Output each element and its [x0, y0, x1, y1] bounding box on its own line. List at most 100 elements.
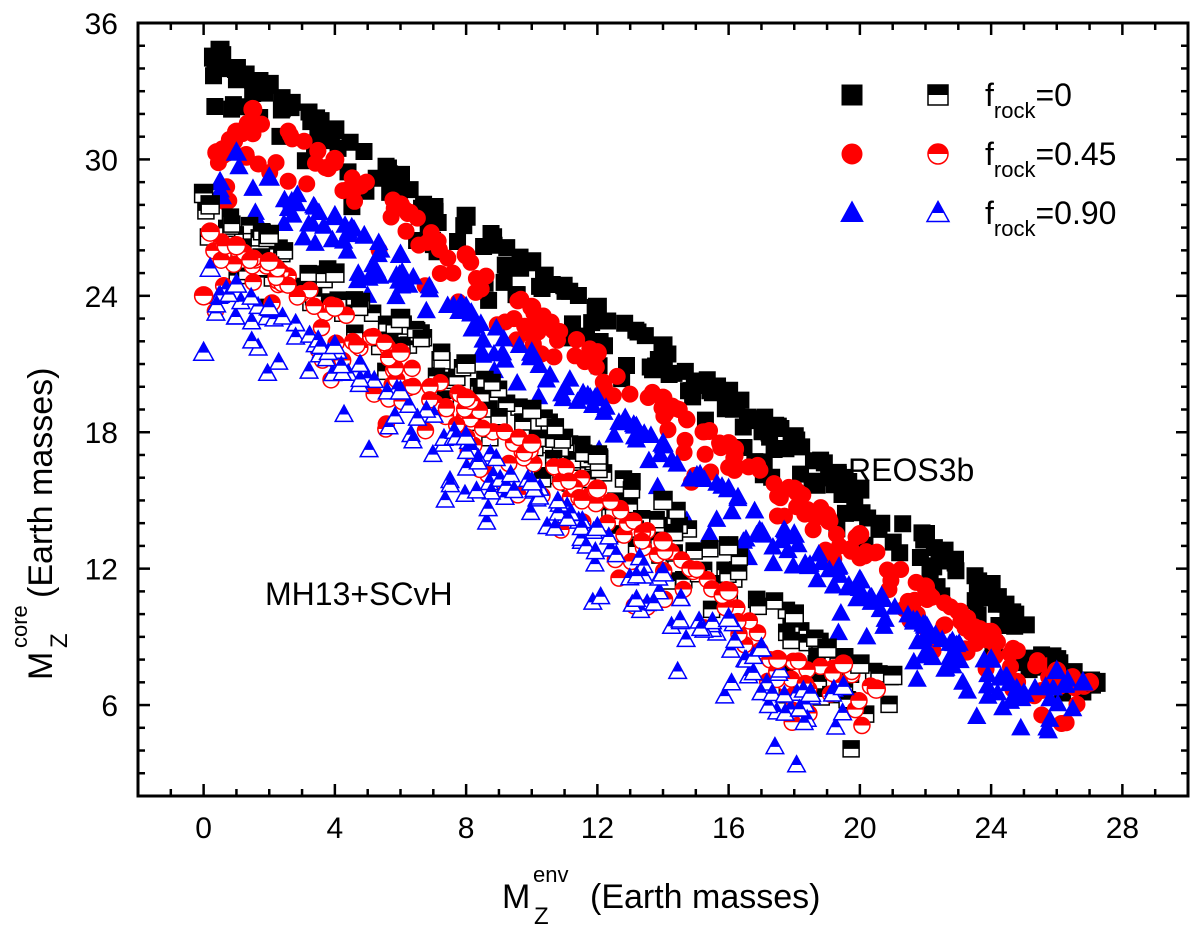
data-point: [1025, 677, 1045, 696]
x-axis-ticks: 0 4 8 12 16 20 24 28: [136, 23, 1190, 845]
legend-marker-half: [925, 199, 951, 223]
x-axis-label-sub: Z: [534, 903, 549, 930]
data-point: [882, 572, 900, 589]
data-point: [823, 575, 844, 594]
data-point: [775, 702, 796, 721]
data-point: [676, 628, 697, 648]
data-point: [521, 433, 542, 454]
data-point: [1063, 698, 1083, 717]
data-point: [1013, 682, 1035, 702]
data-point: [398, 394, 419, 414]
data-point: [225, 141, 248, 161]
data-point: [350, 368, 371, 388]
data-point: [403, 359, 421, 378]
data-point: [571, 516, 592, 536]
data-point: [842, 740, 860, 758]
data-point: [521, 341, 543, 361]
x-axis-label-main: M: [502, 878, 530, 916]
data-point: [495, 350, 515, 368]
data-point: [333, 403, 355, 423]
data-point: [226, 122, 246, 142]
data-point: [652, 432, 674, 452]
data-point: [850, 654, 870, 674]
x-axis-label-sup: env: [533, 862, 568, 887]
data-point: [555, 377, 575, 396]
data-point: [421, 378, 439, 396]
data-point: [285, 326, 306, 345]
data-point: [485, 228, 503, 246]
data-point: [503, 479, 525, 499]
data-point: [486, 447, 507, 467]
data-point: [850, 525, 870, 545]
legend-label: frock=0: [985, 77, 1072, 123]
data-point: [490, 407, 508, 426]
data-point: [494, 328, 514, 347]
data-point: [456, 440, 477, 460]
data-point: [722, 501, 742, 520]
data-point: [733, 531, 754, 549]
data-point: [719, 434, 739, 454]
legend-label: frock=0.45: [985, 136, 1116, 182]
data-point: [677, 410, 695, 428]
data-point: [604, 425, 624, 443]
data-point: [721, 672, 742, 691]
data-point: [223, 100, 241, 118]
data-point: [794, 711, 815, 731]
data-point: [690, 617, 711, 637]
x-tick-label: 8: [458, 812, 475, 845]
data-point: [363, 254, 383, 273]
data-point: [257, 362, 278, 382]
x-tick-label: 0: [195, 812, 212, 845]
data-point: [507, 372, 527, 391]
data-point: [324, 204, 346, 225]
data-point: [744, 500, 765, 519]
data-point: [439, 249, 457, 267]
data-point: [702, 611, 723, 630]
data-point: [667, 454, 687, 472]
data-point: [295, 132, 313, 150]
data-point: [226, 58, 246, 78]
data-point: [431, 265, 449, 282]
legend-marker-full: [841, 84, 863, 106]
data-point: [729, 562, 748, 581]
data-point: [786, 754, 807, 773]
data-point: [416, 399, 437, 418]
data-point: [520, 501, 541, 521]
data-markers: [192, 40, 1106, 703]
data-point: [471, 341, 492, 359]
data-point: [241, 311, 262, 330]
data-point: [818, 506, 836, 523]
data-point: [775, 507, 793, 525]
data-point: [587, 445, 608, 465]
data-point: [390, 308, 411, 329]
data-point: [422, 443, 443, 463]
data-point: [916, 525, 935, 545]
data-point: [1037, 717, 1057, 736]
data-point: [734, 418, 752, 436]
data-point: [828, 557, 849, 575]
data-point: [981, 575, 1001, 595]
data-point: [947, 562, 965, 580]
data-point: [444, 264, 462, 282]
data-point: [1004, 639, 1022, 657]
data-point: [397, 222, 415, 240]
data-point: [391, 165, 410, 185]
y-axis-label-sup: core: [7, 605, 32, 648]
data-point: [608, 367, 626, 385]
data-point: [625, 512, 643, 530]
data-point: [358, 439, 380, 458]
data-point: [981, 622, 1001, 642]
data-point: [586, 386, 609, 407]
data-point: [778, 540, 798, 559]
data-point: [1072, 670, 1094, 691]
data-point: [483, 373, 501, 392]
data-point: [921, 557, 939, 575]
data-point: [587, 479, 608, 499]
data-point: [653, 336, 673, 356]
data-point: [771, 489, 789, 507]
data-point: [699, 524, 720, 542]
data-point: [305, 297, 323, 315]
data-point: [192, 340, 215, 362]
data-point: [377, 381, 398, 400]
y-tick-label: 6: [101, 690, 118, 723]
